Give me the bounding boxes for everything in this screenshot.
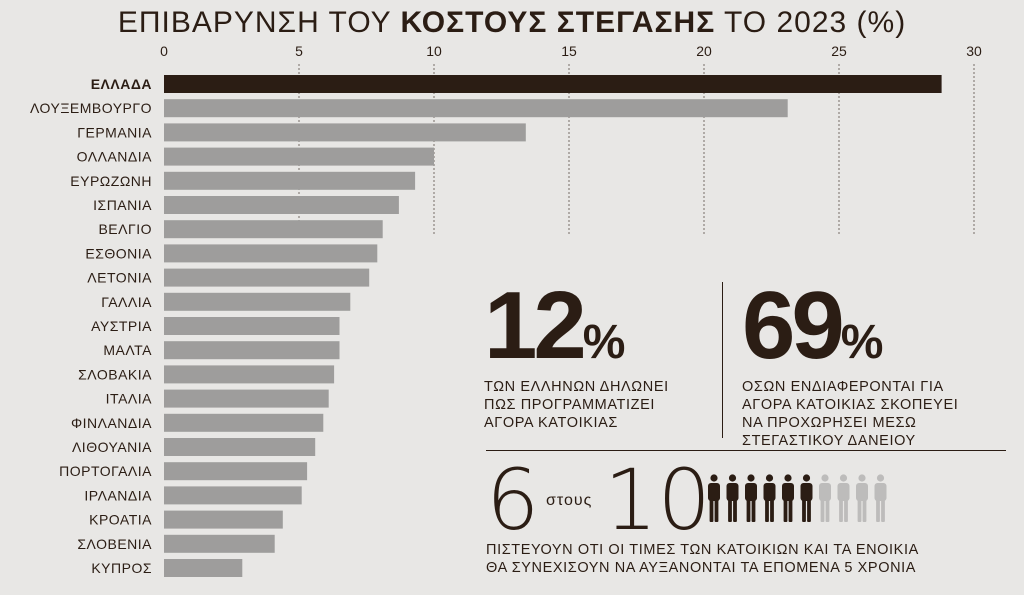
stat2-description: ΟΣΩΝ ΕΝΔΙΑΦΕΡΟΝΤΑΙ ΓΙΑ ΑΓΟΡΑ ΚΑΤΟΙΚΙΑΣ Σ…	[742, 378, 958, 450]
person-icon	[708, 474, 720, 522]
category-label: ΦΙΝΛΑΝΔΙΑ	[71, 415, 152, 431]
category-label: ΙΤΑΛΙΑ	[106, 391, 152, 407]
category-label: ΣΛΟΒΑΚΙΑ	[78, 366, 152, 382]
person-icon	[782, 474, 794, 522]
x-tick-label: 10	[426, 43, 442, 59]
person-icon	[819, 474, 831, 522]
person-icon	[874, 474, 887, 522]
category-label: ΙΣΠΑΝΙΑ	[93, 197, 152, 213]
bar	[164, 123, 526, 142]
stat1-description: ΤΩΝ ΕΛΛΗΝΩΝ ΔΗΛΩΝΕΙ ΠΩΣ ΠΡΟΓΡΑΜΜΑΤΙΖΕΙ Α…	[484, 378, 669, 432]
bar	[164, 438, 316, 456]
person-icon	[745, 474, 757, 522]
category-label: ΚΡΟΑΤΙΑ	[89, 512, 152, 528]
category-label: ΕΥΡΩΖΩΝΗ	[70, 173, 152, 189]
stat1-line: ΠΩΣ ΠΡΟΓΡΑΜΜΑΤΙΖΕΙ	[484, 397, 655, 413]
stat2-line: ΟΣΩΝ ΕΝΔΙΑΦΕΡΟΝΤΑΙ ΓΙΑ	[742, 379, 944, 395]
category-label: ΣΛΟΒΕΝΙΑ	[77, 536, 152, 552]
stat2-percent: %	[840, 316, 884, 369]
highlight-bar	[164, 75, 942, 93]
category-label: ΒΕΛΓΙΟ	[98, 221, 152, 237]
category-label: ΜΑΛΤΑ	[103, 342, 152, 358]
x-tick-label: 30	[966, 43, 982, 59]
stat3-line: ΠΙΣΤΕΥΟΥΝ ΟΤΙ ΟΙ ΤΙΜΕΣ ΤΩΝ ΚΑΤΟΙΚΙΩΝ ΚΑΙ…	[486, 542, 919, 558]
title-bold: ΚΟΣΤΟΥΣ ΣΤΕΓΑΣΗΣ	[400, 6, 716, 39]
stat1-percent: %	[582, 316, 626, 369]
stat3-line: ΘΑ ΣΥΝΕΧΙΣΟΥΝ ΝΑ ΑΥΞΑΝΟΝΤΑΙ ΤΑ ΕΠΟΜΕΝΑ 5…	[486, 560, 917, 576]
category-label: ΕΛΛΑΔΑ	[91, 76, 152, 92]
bar	[164, 486, 302, 505]
bar	[164, 244, 378, 263]
bar	[164, 147, 434, 166]
bar	[164, 462, 308, 481]
stat2-line: ΣΤΕΓΑΣΤΙΚΟΥ ΔΑΝΕΙΟΥ	[742, 433, 916, 449]
x-tick-label: 20	[696, 43, 712, 59]
stat-12-percent: 12% ΤΩΝ ΕΛΛΗΝΩΝ ΔΗΛΩΝΕΙ ΠΩΣ ΠΡΟΓΡΑΜΜΑΤΙΖ…	[484, 278, 669, 432]
title-prefix: ΕΠΙΒΑΡΥΝΣΗ ΤΟΥ	[117, 6, 392, 39]
people-icons	[708, 474, 887, 522]
bar	[164, 317, 340, 335]
stat3-number: 6	[486, 451, 540, 549]
person-icon	[856, 474, 868, 522]
person-icon	[763, 474, 776, 522]
bar	[164, 99, 788, 118]
stat2-line: ΑΓΟΡΑ ΚΑΤΟΙΚΙΑΣ ΣΚΟΠΕΥΕΙ	[742, 397, 959, 413]
stat3-connector: στους	[546, 492, 593, 509]
bar	[164, 534, 275, 553]
category-label: ΕΣΘΟΝΙΑ	[85, 245, 152, 261]
stat-69-percent: 69% ΟΣΩΝ ΕΝΔΙΑΦΕΡΟΝΤΑΙ ΓΙΑ ΑΓΟΡΑ ΚΑΤΟΙΚΙ…	[742, 278, 958, 450]
x-tick-label: 5	[295, 43, 303, 59]
bar	[164, 220, 383, 239]
category-label: ΓΑΛΛΙΑ	[101, 294, 152, 310]
category-label: ΙΡΛΑΝΔΙΑ	[84, 487, 152, 503]
category-label: ΠΟΡΤΟΓΑΛΙΑ	[59, 463, 152, 479]
stat2-number-block: 69%	[742, 278, 958, 374]
category-label: ΑΥΣΤΡΙΑ	[91, 318, 152, 334]
category-label: ΛΕΤΟΝΙΑ	[87, 270, 152, 286]
person-icon	[800, 474, 813, 522]
stat1-line: ΤΩΝ ΕΛΛΗΝΩΝ ΔΗΛΩΝΕΙ	[484, 379, 669, 395]
bar	[164, 268, 370, 287]
category-label: ΓΕΡΜΑΝΙΑ	[77, 124, 152, 140]
horizontal-divider	[486, 450, 1006, 451]
stat3-total: 10	[604, 451, 711, 549]
stat3-description: ΠΙΣΤΕΥΟΥΝ ΟΤΙ ΟΙ ΤΙΜΕΣ ΤΩΝ ΚΑΤΟΙΚΙΩΝ ΚΑΙ…	[486, 541, 1006, 577]
x-tick-label: 0	[160, 43, 168, 59]
x-tick-label: 15	[561, 43, 577, 59]
person-icon	[726, 474, 739, 522]
chart-title: ΕΠΙΒΑΡΥΝΣΗ ΤΟΥ ΚΟΣΤΟΥΣ ΣΤΕΓΑΣΗΣ ΤΟ 2023 …	[0, 6, 1024, 40]
stat2-number: 69	[742, 272, 845, 379]
bar	[164, 292, 351, 311]
title-suffix: ΤΟ 2023 (%)	[724, 6, 907, 39]
bar	[164, 196, 399, 214]
vertical-divider	[722, 282, 723, 438]
bar	[164, 510, 283, 529]
category-label: ΛΟΥΞΕΜΒΟΥΡΓΟ	[30, 100, 152, 116]
stat1-line: ΑΓΟΡΑ ΚΑΤΟΙΚΙΑΣ	[484, 415, 618, 431]
category-label: ΟΛΛΑΝΔΙΑ	[77, 149, 153, 165]
bar	[164, 365, 335, 384]
bar	[164, 413, 324, 432]
stat1-number-block: 12%	[484, 278, 669, 374]
stat1-number: 12	[484, 272, 587, 379]
bar	[164, 559, 243, 577]
bar-chart: 0 5 10 15 20 25 30 ΕΛΛΑΔΑ ΛΟΥΞΕΜΒΟΥΡΓΟ ΓΕΡΜΑΝΙΑ ΟΛ…	[30, 43, 982, 577]
x-tick-label: 25	[831, 43, 847, 59]
bar	[164, 389, 329, 408]
stat2-line: ΝΑ ΠΡΟΧΩΡΗΣΕΙ ΜΕΣΩ	[742, 415, 917, 431]
bar	[164, 341, 340, 360]
person-icon	[837, 474, 850, 522]
category-label: ΛΙΘΟΥΑΝΙΑ	[72, 439, 152, 455]
bar	[164, 171, 416, 190]
category-label: ΚΥΠΡΟΣ	[91, 560, 152, 576]
